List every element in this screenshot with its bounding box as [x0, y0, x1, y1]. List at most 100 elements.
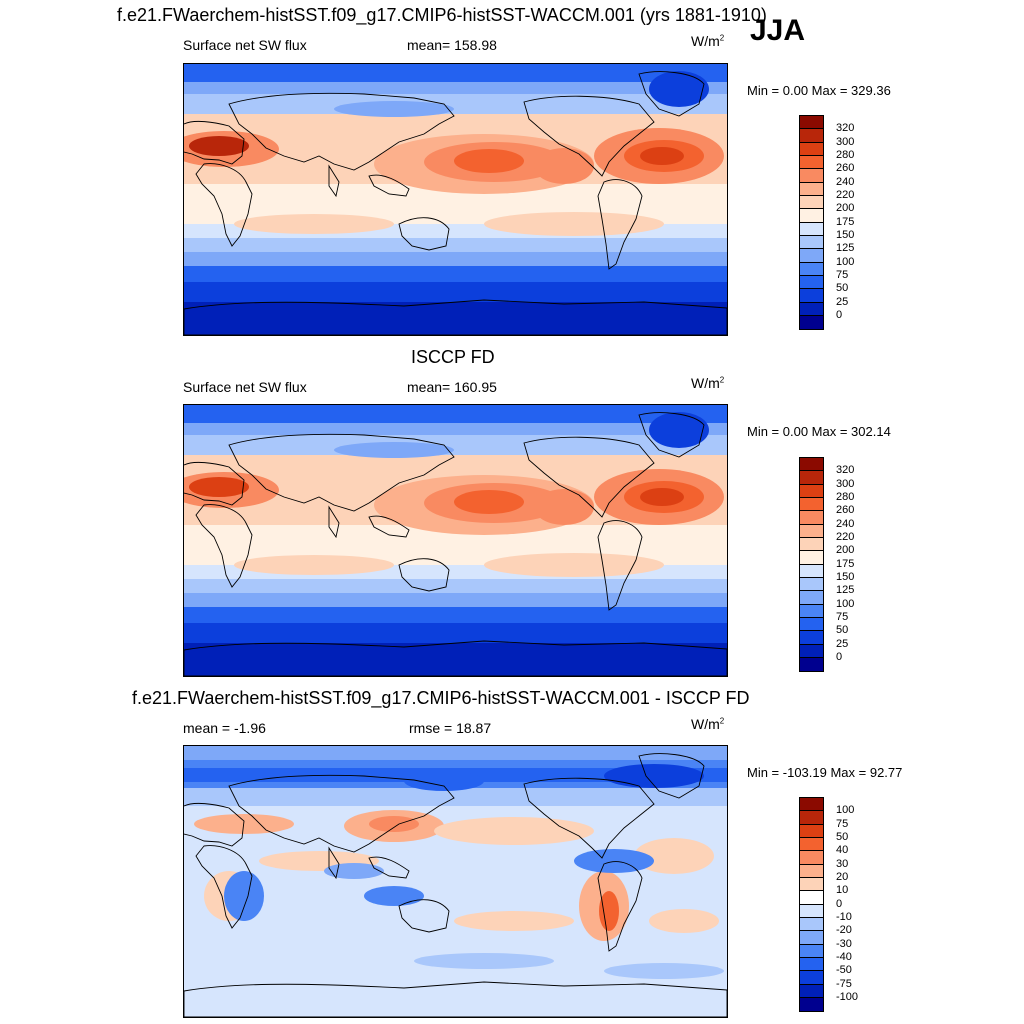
coastline — [638, 71, 705, 117]
colorbar-tick-label: 200 — [836, 202, 855, 215]
coastline — [368, 174, 410, 197]
colorbar-segment — [800, 811, 823, 825]
coastline — [597, 861, 643, 952]
field-blob — [334, 442, 454, 458]
colorbar-segment — [800, 484, 823, 498]
field-blob — [234, 555, 394, 575]
field-blob — [334, 101, 454, 117]
coastline — [184, 299, 727, 335]
colorbar-segment — [800, 275, 823, 290]
field-blob — [649, 412, 709, 448]
field-band — [184, 252, 727, 266]
field-band — [184, 405, 727, 423]
colorbar-segment — [800, 984, 823, 998]
colorbar-tick-label: 100 — [836, 804, 855, 817]
colorbar-tick-label: -100 — [836, 990, 859, 1003]
colorbar-tick-label: 25 — [836, 295, 849, 308]
colorbar-segment — [800, 315, 823, 330]
field-blob — [634, 838, 714, 874]
panel3-rmse-label: rmse = 18.87 — [409, 720, 492, 736]
coastline — [184, 461, 245, 506]
colorbar-tick-label: -30 — [836, 937, 852, 950]
panel2-title: ISCCP FD — [411, 347, 495, 367]
colorbar-tick-label: 300 — [836, 477, 855, 490]
colorbar-segment — [800, 262, 823, 276]
colorbar-segment — [800, 864, 823, 878]
coastline — [368, 856, 410, 879]
colorbar-tick-label: 50 — [836, 282, 849, 295]
field-band — [184, 266, 727, 282]
colorbar-tick-label: 30 — [836, 857, 849, 870]
field-blob — [640, 488, 684, 506]
colorbar-tick-label: 75 — [836, 610, 849, 623]
colorbar-segment — [800, 129, 823, 143]
coastline — [195, 845, 253, 929]
coastline — [184, 640, 727, 676]
field-blob — [534, 148, 594, 184]
panel1-colorbar — [799, 115, 824, 331]
colorbar-segment — [800, 289, 823, 303]
colorbar-segment — [800, 458, 823, 472]
colorbar-segment — [800, 931, 823, 945]
field-band — [184, 788, 727, 806]
colorbar-tick-label: 200 — [836, 544, 855, 557]
colorbar-segment — [800, 957, 823, 972]
panel3-colorbar — [799, 797, 824, 1013]
colorbar-segment — [800, 904, 823, 918]
field-blob — [484, 212, 664, 236]
colorbar-segment — [800, 222, 823, 236]
field-blob — [649, 909, 719, 933]
colorbar-segment — [800, 142, 823, 156]
coastline — [328, 164, 340, 198]
colorbar-tick-label: 240 — [836, 175, 855, 188]
panel1-units: W/m2 — [691, 33, 725, 49]
colorbar-segment — [800, 497, 823, 512]
colorbar-segment — [800, 617, 823, 632]
colorbar-tick-label: 260 — [836, 162, 855, 175]
colorbar-tick-label: -50 — [836, 964, 852, 977]
field-blob — [369, 816, 419, 832]
colorbar-segment — [800, 169, 823, 183]
panel2-variable-label: Surface net SW flux — [183, 379, 307, 395]
field-band — [184, 94, 727, 114]
coastline — [398, 217, 450, 251]
field-blob — [324, 863, 384, 879]
colorbar-segment — [800, 471, 823, 485]
panel2-minmax: Min = 0.00 Max = 302.14 — [747, 424, 891, 439]
colorbar-segment — [800, 837, 823, 852]
colorbar-tick-label: 220 — [836, 188, 855, 201]
coastline — [195, 163, 253, 247]
field-band — [184, 643, 727, 676]
colorbar-segment — [800, 917, 823, 932]
colorbar-tick-label: 100 — [836, 255, 855, 268]
colorbar-segment — [800, 997, 823, 1012]
colorbar-tick-label: -40 — [836, 950, 852, 963]
colorbar-tick-label: 125 — [836, 242, 855, 255]
colorbar-tick-label: 40 — [836, 844, 849, 857]
field-blob — [189, 477, 249, 497]
colorbar-segment — [800, 155, 823, 170]
field-blob — [484, 553, 664, 577]
field-band — [184, 623, 727, 643]
colorbar-tick-label: 20 — [836, 870, 849, 883]
panel3-units: W/m2 — [691, 716, 725, 732]
field-blob — [454, 149, 524, 173]
coastline — [368, 515, 410, 538]
field-blob — [649, 71, 709, 107]
colorbar-tick-label: 125 — [836, 584, 855, 597]
colorbar-segment — [800, 824, 823, 838]
colorbar-segment — [800, 657, 823, 672]
field-blob — [640, 147, 684, 165]
field-blob — [574, 849, 654, 873]
colorbar-segment — [800, 891, 823, 905]
panel1-minmax: Min = 0.00 Max = 329.36 — [747, 83, 891, 98]
colorbar-segment — [800, 511, 823, 525]
colorbar-tick-label: 175 — [836, 557, 855, 570]
panel1-title: f.e21.FWaerchem-histSST.f09_g17.CMIP6-hi… — [117, 5, 767, 25]
coastline — [195, 504, 253, 588]
coastline — [184, 802, 245, 847]
coastline — [597, 179, 643, 270]
panel2-mean-label: mean= 160.95 — [407, 379, 497, 395]
field-band — [184, 423, 727, 435]
panel1-map — [183, 63, 728, 336]
